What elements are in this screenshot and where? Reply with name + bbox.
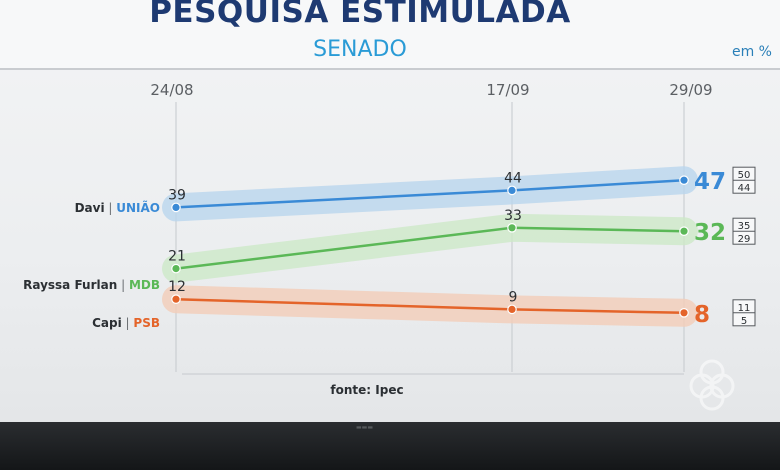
data-point	[507, 304, 517, 315]
data-point	[507, 185, 517, 196]
series-band-1	[162, 213, 698, 283]
data-point	[507, 223, 517, 233]
range-lower: 44	[738, 183, 751, 194]
series-party: MDB	[129, 278, 160, 292]
series-party: PSB	[133, 316, 160, 330]
unit-label: em %	[731, 44, 772, 60]
broadcaster-logo	[689, 359, 735, 411]
x-tick-label: 29/09	[669, 81, 712, 99]
data-point	[171, 202, 181, 213]
data-label-last: 8	[694, 302, 710, 328]
tv-screen: PESQUISA ESTIMULADA SENADO em %	[0, 0, 780, 422]
data-point	[679, 226, 689, 236]
header-band: PESQUISA ESTIMULADA SENADO em %	[0, 0, 780, 70]
range-upper: 11	[738, 303, 751, 314]
range-lower: 29	[738, 234, 751, 245]
x-tick-label: 24/08	[150, 81, 193, 99]
data-point	[171, 294, 181, 304]
data-label-last: 47	[694, 169, 726, 195]
series-name: Rayssa Furlan	[23, 278, 117, 292]
chart-title: PESQUISA ESTIMULADA	[149, 0, 571, 30]
range-upper: 50	[738, 170, 751, 181]
tv-bezel	[0, 422, 780, 470]
series-label-2: Capi | PSB	[92, 316, 160, 330]
data-label: 9	[509, 289, 518, 305]
series-party: UNIÃO	[116, 200, 160, 215]
x-tick-label: 17/09	[486, 81, 529, 99]
data-label: 39	[168, 187, 186, 203]
tv-brand: ▬▬▬	[356, 424, 374, 431]
data-point	[171, 263, 181, 274]
data-label: 21	[168, 249, 186, 265]
series-name: Capi	[92, 316, 122, 330]
source-label: fonte: Ipec	[330, 383, 403, 397]
data-point	[679, 175, 689, 185]
series-separator: |	[105, 201, 117, 215]
series-label-1: Rayssa Furlan | MDB	[23, 278, 160, 292]
range-lower: 5	[741, 316, 747, 327]
data-label: 33	[504, 208, 522, 224]
range-upper: 35	[738, 221, 751, 232]
data-point	[679, 307, 689, 318]
series-name: Davi	[75, 201, 105, 215]
data-label: 12	[168, 279, 186, 295]
data-label-last: 32	[694, 220, 726, 246]
series-separator: |	[117, 278, 129, 292]
chart-subtitle: SENADO	[313, 37, 407, 62]
series-label-0: Davi | UNIÃO	[75, 200, 160, 215]
data-label: 44	[504, 170, 522, 186]
series-separator: |	[122, 316, 134, 330]
